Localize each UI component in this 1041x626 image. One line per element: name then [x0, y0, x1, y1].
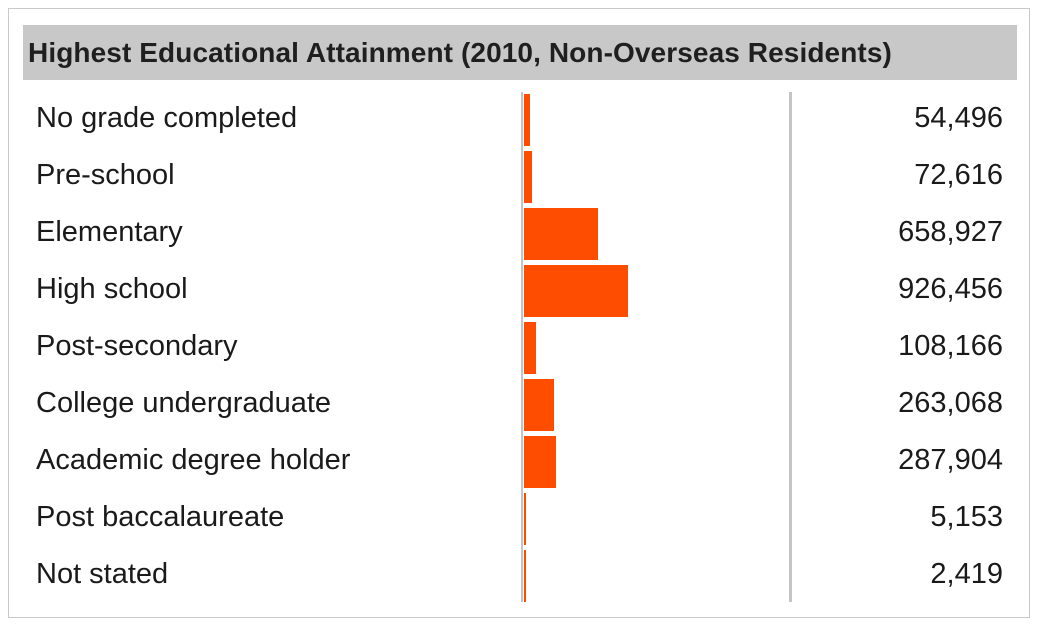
bar [524, 265, 628, 317]
category-label: Post baccalaureate [36, 501, 285, 533]
value-label: 54,496 [914, 102, 1003, 134]
bar [524, 94, 531, 146]
bar [524, 322, 537, 374]
bar [524, 436, 557, 488]
category-label: High school [36, 273, 188, 305]
bar [524, 208, 598, 260]
chart-frame [8, 8, 1030, 618]
bar [524, 151, 533, 203]
value-separator-line [789, 92, 792, 602]
bar [524, 550, 526, 602]
value-label: 287,904 [898, 444, 1003, 476]
chart-title: Highest Educational Attainment (2010, No… [28, 36, 892, 68]
value-label: 263,068 [898, 387, 1003, 419]
bar [524, 379, 554, 431]
value-label: 5,153 [930, 501, 1003, 533]
value-label: 926,456 [898, 273, 1003, 305]
category-label: Elementary [36, 216, 183, 248]
value-label: 72,616 [914, 159, 1003, 191]
category-label: Post-secondary [36, 330, 238, 362]
category-label: College undergraduate [36, 387, 332, 419]
value-label: 658,927 [898, 216, 1003, 248]
category-label: No grade completed [36, 102, 298, 134]
chart-title-bar: Highest Educational Attainment (2010, No… [23, 25, 1017, 80]
category-label: Not stated [36, 558, 169, 590]
bar-axis-line [521, 92, 523, 602]
bar [524, 493, 526, 545]
category-label: Pre-school [36, 159, 175, 191]
value-label: 108,166 [898, 330, 1003, 362]
value-label: 2,419 [930, 558, 1003, 590]
category-label: Academic degree holder [36, 444, 351, 476]
